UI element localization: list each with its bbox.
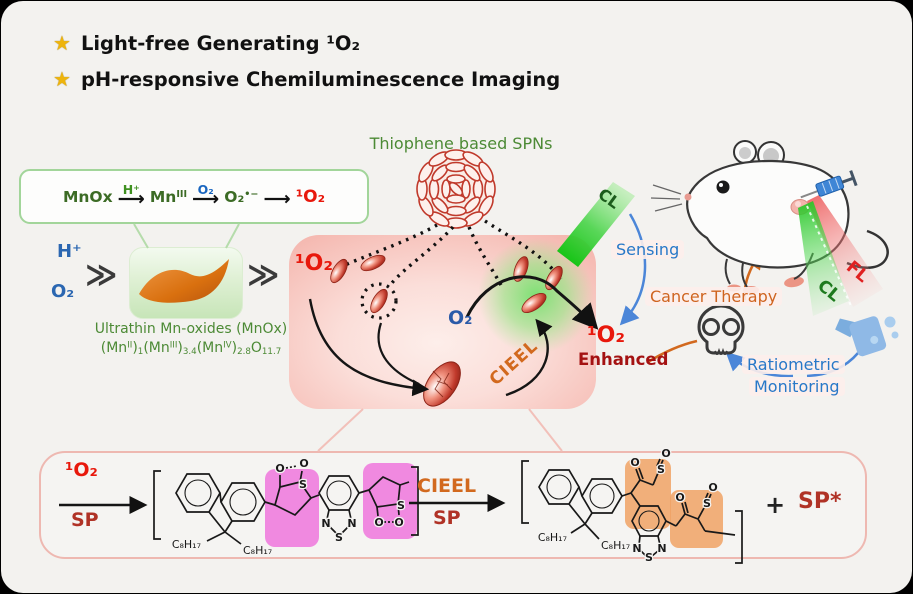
mnox-reaction-box: MnOx H⁺ ⟶ MnIII O₂ ⟶ O₂•− ⟶ ¹O₂ — [19, 169, 369, 224]
scheme-singlet-o2: ¹O₂ — [65, 459, 98, 481]
star-icon: ★ — [53, 67, 71, 91]
atom-label-n: N — [321, 517, 330, 530]
mouse-whiskers — [650, 184, 683, 212]
title-text-2: pH-responsive Chemiluminescence Imaging — [80, 68, 561, 91]
atom-label-o: O — [299, 457, 308, 470]
plus-sign: + — [765, 491, 786, 519]
scheme-sp-reactant: SP — [71, 509, 99, 531]
arrow-glyph: ⟶ — [263, 188, 291, 210]
beam-divider — [806, 205, 852, 307]
fl-beam — [807, 195, 883, 307]
spn-particles — [330, 254, 563, 314]
title-text-1: Light-free Generating ¹O₂ — [80, 32, 361, 55]
atom-label-s: S — [335, 531, 343, 544]
mn3-label: MnIII — [149, 187, 188, 206]
arrow-glyph: ⟶ — [117, 188, 145, 210]
atom-label-s: S — [645, 551, 653, 564]
cancer-therapy-label: Cancer Therapy — [645, 287, 783, 306]
c8h17-label: C₈H₁₇ — [172, 538, 201, 551]
chevron-right-icon: ≫ — [85, 257, 118, 293]
ratiometric-label: Ratiometric — [742, 355, 845, 374]
enhanced-to-skull-line — [647, 339, 698, 364]
mouse-eye — [716, 180, 730, 194]
enhanced-singlet-o2: ¹O₂ — [587, 323, 625, 348]
sp-excited-label: SP* — [798, 489, 842, 514]
atom-label-o: O — [708, 481, 717, 494]
atom-label-s: S — [657, 463, 665, 476]
scheme-sp-catalyst: SP — [433, 507, 461, 529]
arrow-glyph: ⟶ — [192, 188, 220, 210]
spn-coil — [416, 149, 496, 229]
chevron-right-icon: ≫ — [247, 257, 280, 293]
singlet-o2-label: ¹O₂ — [295, 186, 326, 207]
enhanced-label: Enhanced — [578, 350, 669, 369]
mnox-formula: (MnII)1(MnIII)3.4(MnIV)2.8O11.7 — [100, 340, 282, 358]
reaction-scheme-box — [39, 451, 867, 559]
h-plus-reagent: H⁺ — [57, 241, 82, 262]
camera-icon — [835, 316, 899, 357]
spn-label: Thiophene based SPNs — [369, 134, 553, 153]
pink-funnel-connector — [317, 408, 563, 452]
sensing-arrow — [619, 213, 647, 326]
scheme-cieel-label: CIEEL — [417, 475, 477, 497]
reactant-polymer-structure: S O O N N S S O O C₈H₁₇ C₈H₁₇ — [153, 456, 419, 558]
title-line-1: ★ Light-free Generating ¹O₂ — [53, 31, 360, 55]
atom-label-n: N — [657, 542, 666, 555]
cracked-particle — [423, 361, 461, 407]
atom-label-s: S — [703, 497, 711, 510]
atom-label-s: S — [299, 478, 307, 491]
mnox-caption: Ultrathin Mn-oxides (MnOx) — [94, 321, 288, 337]
skull-icon — [697, 304, 745, 355]
atom-label-n: N — [632, 542, 641, 555]
dotted-lines — [344, 219, 563, 320]
atom-label-s: S — [397, 499, 405, 512]
title-line-2: ★ pH-responsive Chemiluminescence Imaging — [53, 67, 560, 91]
atom-label-o: O — [374, 516, 383, 529]
mnox-label: MnOx — [62, 187, 113, 206]
c8h17-label: C₈H₁₇ — [538, 531, 567, 544]
atom-label-o: O — [661, 447, 670, 460]
monitoring-label: Monitoring — [749, 377, 845, 396]
atom-label-n: N — [347, 517, 356, 530]
c8h17-label: C₈H₁₇ — [243, 544, 272, 557]
magenta-highlight — [363, 463, 417, 539]
atom-label-o: O — [275, 462, 284, 475]
atom-label-o: O — [675, 491, 684, 504]
magenta-highlight — [265, 469, 319, 547]
star-icon: ★ — [53, 31, 71, 55]
atom-label-o: O — [394, 516, 403, 529]
arrow-o2: O₂ ⟶ — [192, 182, 220, 210]
superoxide-label: O₂•− — [224, 187, 259, 206]
sensing-label: Sensing — [611, 240, 685, 259]
cl-beam-mouse — [798, 201, 849, 316]
syringe-icon — [800, 170, 858, 199]
product-polymer-structure: O S O N N S O S O C₈H₁₇ C₈H₁₇ — [521, 446, 743, 565]
c8h17-label: C₈H₁₇ — [601, 539, 630, 552]
atom-label-o: O — [630, 456, 639, 469]
mouse-nose — [684, 193, 692, 201]
panel-arrows — [308, 275, 599, 397]
mn-oxide-nanosheet — [139, 259, 229, 303]
cl-beam — [557, 182, 635, 267]
h-plus-label: H⁺ — [122, 182, 140, 197]
o2-reagent: O₂ — [51, 281, 75, 302]
green-funnel-connector — [133, 223, 240, 249]
panel-o2: O₂ — [448, 307, 473, 329]
o2-label: O₂ — [197, 182, 214, 197]
arrow-h-plus: H⁺ ⟶ — [117, 182, 145, 210]
arrow-plain: ⟶ — [263, 184, 290, 209]
panel-singlet-o2: ¹O₂ — [295, 251, 333, 276]
